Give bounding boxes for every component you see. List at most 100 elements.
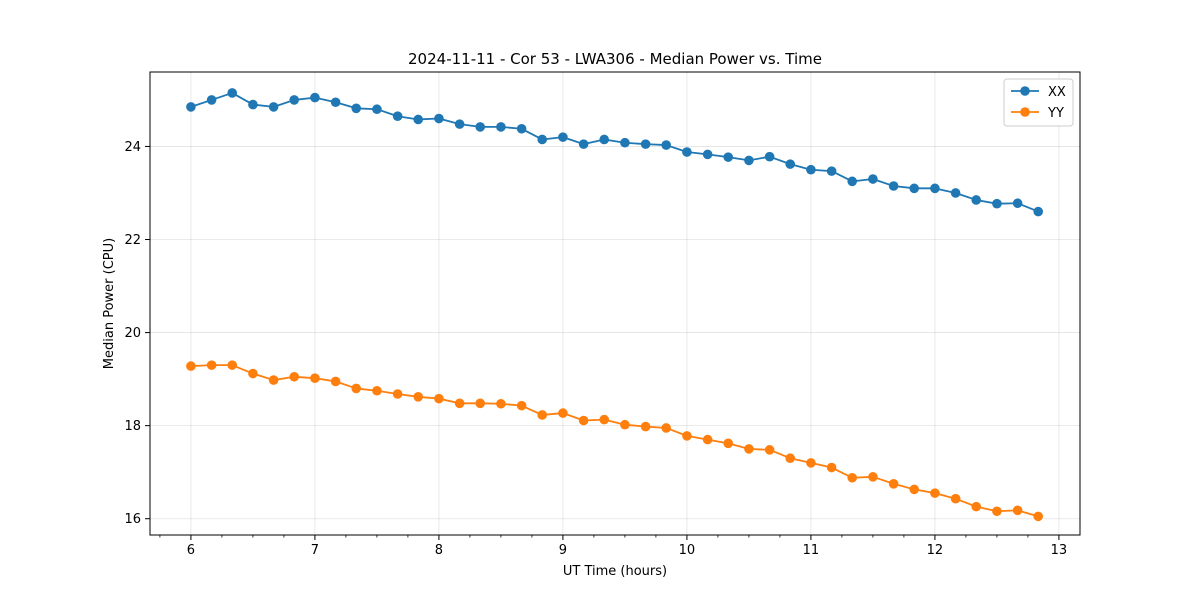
data-point-xx	[661, 140, 672, 150]
data-point-yy	[764, 445, 775, 455]
data-point-xx	[826, 166, 837, 176]
data-point-xx	[351, 103, 362, 114]
data-point-yy	[310, 373, 320, 383]
y-tick-label: 18	[124, 419, 141, 434]
data-point-xx	[640, 139, 651, 149]
x-tick-label: 7	[311, 543, 319, 558]
data-point-xx	[992, 198, 1002, 209]
x-tick-label: 8	[435, 543, 443, 558]
data-point-xx	[268, 102, 279, 112]
data-point-yy	[268, 375, 279, 385]
legend-label-xx: XX	[1048, 85, 1066, 100]
data-point-xx	[434, 113, 444, 124]
x-tick-label: 11	[803, 543, 820, 558]
legend-label-yy: YY	[1047, 106, 1064, 121]
data-point-xx	[930, 183, 940, 194]
data-point-xx	[785, 159, 796, 169]
data-point-xx	[847, 176, 858, 187]
data-point-yy	[558, 408, 568, 418]
data-point-yy	[537, 410, 548, 420]
data-point-yy	[206, 360, 217, 370]
axis-ticks: 6 7 8 9 10 11 12 13 16 18 20 22 24	[124, 140, 1067, 558]
data-point-xx	[186, 102, 196, 112]
data-point-yy	[413, 391, 424, 402]
data-point-yy	[454, 398, 465, 409]
data-point-xx	[516, 123, 527, 134]
data-point-yy	[992, 506, 1002, 517]
data-point-yy	[826, 462, 837, 473]
data-point-yy	[496, 398, 506, 409]
legend: XX YY	[1003, 78, 1074, 127]
y-tick-label: 16	[124, 512, 141, 527]
data-point-xx	[558, 132, 568, 142]
data-point-yy	[888, 479, 899, 489]
data-point-yy	[330, 376, 341, 387]
data-point-xx	[744, 155, 754, 166]
data-point-xx	[806, 164, 816, 175]
data-point-xx	[206, 95, 217, 105]
data-point-yy	[744, 444, 754, 454]
data-point-yy	[661, 423, 672, 433]
y-tick-label: 24	[124, 140, 141, 155]
data-point-xx	[888, 181, 899, 191]
x-tick-label: 6	[187, 543, 195, 558]
data-point-xx	[971, 195, 982, 205]
data-point-xx	[372, 104, 382, 115]
data-point-xx	[620, 137, 630, 148]
data-point-yy	[702, 434, 713, 445]
data-point-yy	[372, 385, 382, 396]
chart-title: 2024-11-11 - Cor 53 - LWA306 - Median Po…	[408, 50, 822, 68]
x-tick-label: 10	[679, 543, 696, 558]
data-point-yy	[475, 398, 486, 409]
grid	[150, 72, 1080, 535]
data-point-yy	[392, 389, 403, 399]
x-axis-label: UT Time (hours)	[563, 564, 667, 579]
data-point-xx	[289, 95, 300, 105]
data-point-yy	[909, 484, 920, 495]
data-point-xx	[454, 119, 465, 129]
data-point-yy	[516, 400, 527, 411]
data-point-xx	[702, 149, 713, 160]
y-tick-label: 22	[124, 233, 141, 248]
data-point-xx	[537, 134, 548, 145]
data-point-xx	[496, 122, 506, 132]
data-point-xx	[310, 92, 320, 103]
data-point-xx	[599, 134, 610, 145]
x-tick-label: 13	[1051, 543, 1068, 558]
data-point-yy	[351, 383, 362, 394]
data-point-xx	[475, 122, 486, 132]
data-point-xx	[682, 147, 692, 157]
data-point-xx	[909, 183, 920, 194]
plot-frame	[149, 71, 1081, 536]
data-point-xx	[227, 88, 238, 98]
x-tick-label: 9	[559, 543, 567, 558]
data-point-xx	[248, 99, 258, 110]
data-point-xx	[578, 139, 589, 149]
data-point-xx	[950, 188, 961, 198]
data-point-yy	[950, 493, 961, 504]
data-point-xx	[1033, 206, 1044, 217]
x-tick-label: 12	[927, 543, 944, 558]
data-point-xx	[868, 174, 878, 184]
data-point-yy	[248, 368, 258, 379]
data-point-yy	[723, 438, 734, 449]
data-point-yy	[578, 415, 589, 426]
data-point-yy	[868, 472, 878, 482]
data-point-xx	[1012, 198, 1023, 209]
legend-marker-xx	[1020, 86, 1030, 96]
y-axis-label: Median Power (CPU)	[102, 238, 117, 369]
data-point-yy	[1033, 511, 1044, 522]
data-point-yy	[620, 419, 630, 430]
data-point-yy	[1012, 505, 1023, 516]
data-point-xx	[764, 151, 775, 162]
data-point-yy	[785, 453, 796, 464]
legend-marker-yy	[1020, 107, 1030, 117]
data-point-yy	[640, 421, 651, 432]
data-point-yy	[971, 501, 982, 512]
series-group	[186, 88, 1044, 522]
data-point-yy	[186, 361, 196, 371]
data-point-yy	[599, 414, 610, 425]
data-point-xx	[330, 97, 341, 108]
